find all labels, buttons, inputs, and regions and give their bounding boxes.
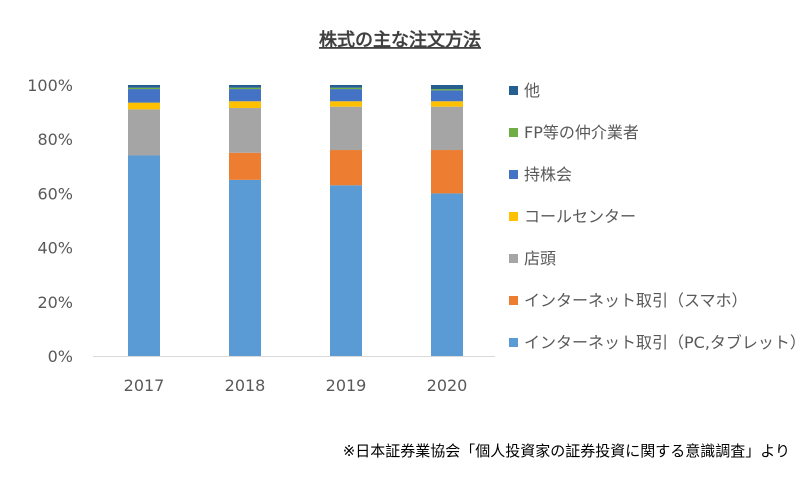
bar-segment-2019-3: [330, 101, 362, 107]
legend-label: インターネット取引（スマホ）: [524, 291, 748, 310]
bars: [128, 85, 463, 356]
bar-segment-2019-5: [330, 87, 362, 90]
legend-swatch: [509, 254, 518, 263]
x-tick-label: 2020: [427, 376, 468, 395]
legend-item: インターネット取引（PC,タブレット）: [509, 333, 798, 352]
bar-segment-2020-2: [431, 106, 463, 151]
bar-segment-2020-3: [431, 101, 463, 107]
bar-segment-2020-0: [431, 193, 463, 356]
bar-segment-2018-4: [229, 89, 261, 102]
legend-label: 店頭: [524, 249, 556, 268]
bar-segment-2017-2: [128, 109, 160, 156]
bar-segment-2017-3: [128, 102, 160, 110]
legend-swatch: [509, 296, 518, 305]
legend-item: 他: [509, 81, 540, 100]
legend-item: 持株会: [509, 165, 572, 184]
bar-segment-2018-2: [229, 108, 261, 153]
x-tick-label: 2018: [225, 376, 266, 395]
bar-segment-2019-1: [330, 150, 362, 186]
y-tick-label: 60%: [37, 184, 73, 203]
x-tick-label: 2019: [326, 376, 367, 395]
bar-segment-2020-4: [431, 90, 463, 102]
bar-segment-2019-0: [330, 185, 362, 356]
legend-label: 持株会: [524, 165, 572, 184]
bar-segment-2020-6: [431, 85, 463, 90]
bar-segment-2017-0: [128, 155, 160, 356]
legend-swatch: [509, 338, 518, 347]
bar-segment-2020-1: [431, 150, 463, 194]
legend-swatch: [509, 128, 518, 137]
legend-swatch: [509, 170, 518, 179]
legend-item: コールセンター: [509, 207, 636, 226]
chart-title: 株式の主な注文方法: [319, 29, 481, 51]
legend-label: インターネット取引（PC,タブレット）: [524, 333, 798, 352]
y-tick-label: 100%: [27, 76, 73, 95]
legend-swatch: [509, 86, 518, 95]
source-footnote: ※日本証券業協会「個人投資家の証券投資に関する意識調査」より: [343, 442, 790, 460]
bar-segment-2017-4: [128, 89, 160, 103]
bar-segment-2018-1: [229, 152, 261, 180]
bar-segment-2018-5: [229, 87, 261, 90]
bar-segment-2019-6: [330, 85, 362, 88]
bar-segment-2019-2: [330, 106, 362, 151]
bar-segment-2020-5: [431, 89, 463, 91]
bar-segment-2018-6: [229, 85, 261, 88]
legend-item: FP等の仲介業者: [509, 123, 639, 142]
y-tick-label: 80%: [37, 130, 73, 149]
bar-segment-2019-4: [330, 89, 362, 102]
legend-item: インターネット取引（スマホ）: [509, 291, 748, 310]
bar-segment-2018-3: [229, 101, 261, 109]
legend-swatch: [509, 212, 518, 221]
y-tick-label: 0%: [48, 347, 73, 366]
x-tick-label: 2017: [124, 376, 165, 395]
y-axis: 0% 20% 40% 60% 80% 100%: [27, 76, 73, 366]
legend-item: 店頭: [509, 249, 556, 268]
bar-segment-2017-6: [128, 85, 160, 88]
y-tick-label: 20%: [37, 293, 73, 312]
x-axis: 2017 2018 2019 2020: [93, 356, 495, 395]
legend-label: コールセンター: [524, 207, 636, 226]
y-tick-label: 40%: [37, 239, 73, 258]
legend-label: FP等の仲介業者: [524, 123, 639, 142]
legend-label: 他: [524, 81, 540, 100]
bar-segment-2018-0: [229, 179, 261, 356]
bar-segment-2017-5: [128, 87, 160, 90]
